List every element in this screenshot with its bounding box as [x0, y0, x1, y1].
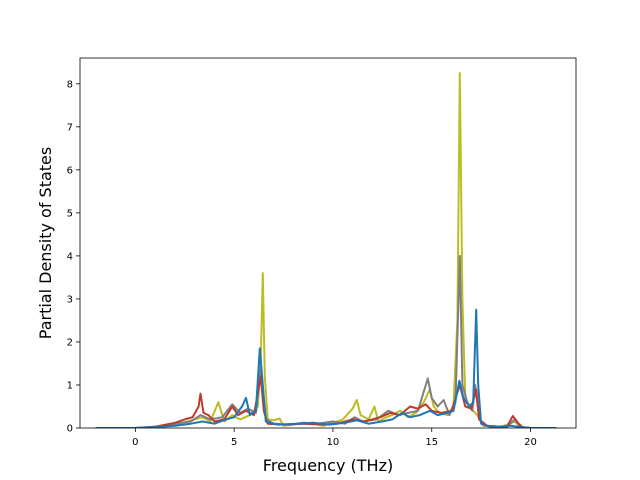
x-tick-label: 0: [132, 437, 138, 448]
y-tick-label: 3: [67, 294, 73, 305]
plot-frame: [79, 57, 577, 429]
x-tick-label: 15: [425, 437, 438, 448]
y-tick-label: 6: [67, 165, 73, 176]
y-tick-label: 0: [67, 424, 73, 435]
y-axis: 0 1 2 3 4 5 6 7 8: [67, 79, 80, 435]
x-axis: 0 5 10 15 20: [132, 428, 537, 448]
y-tick-label: 8: [67, 79, 73, 90]
series-layer: [95, 72, 557, 428]
y-tick-label: 2: [67, 337, 73, 348]
x-tick-label: 20: [524, 437, 537, 448]
x-axis-label: Frequency (THz): [263, 456, 393, 475]
x-tick-label: 5: [231, 437, 237, 448]
series-line-3: [95, 375, 557, 428]
y-tick-label: 7: [67, 122, 73, 133]
y-tick-label: 5: [67, 208, 73, 219]
y-axis-label: Partial Density of States: [36, 147, 55, 339]
y-tick-label: 1: [67, 380, 73, 391]
x-tick-label: 10: [327, 437, 340, 448]
y-tick-label: 4: [67, 251, 73, 262]
series-line-4: [95, 308, 557, 428]
